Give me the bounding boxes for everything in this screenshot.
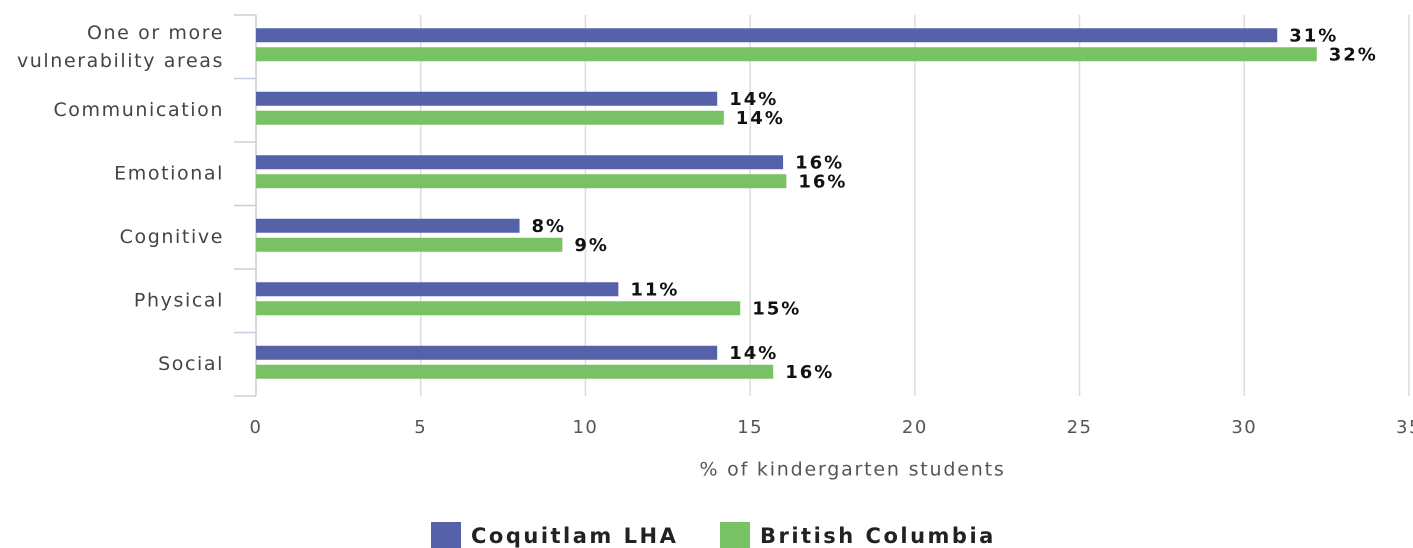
x-tick-label: 5 [414, 417, 427, 438]
bar [256, 91, 718, 106]
bar [256, 345, 718, 360]
bar [256, 301, 741, 316]
legend-swatch [431, 522, 461, 548]
value-label: 11% [630, 279, 679, 300]
x-tick-label: 0 [250, 417, 263, 438]
value-label: 14% [729, 343, 778, 364]
x-tick-label: 30 [1231, 417, 1257, 438]
x-tick-label: 35 [1396, 417, 1413, 438]
legend-swatch [720, 522, 750, 548]
value-label: 31% [1289, 25, 1338, 46]
bar [256, 110, 724, 125]
legend-label: British Columbia [760, 524, 996, 548]
bar [256, 364, 774, 379]
value-label: 32% [1329, 44, 1378, 65]
bar [256, 218, 520, 233]
value-label: 15% [752, 298, 801, 319]
bar [256, 28, 1278, 43]
legend-label: Coquitlam LHA [471, 524, 678, 548]
x-tick-label: 25 [1067, 417, 1093, 438]
x-axis-title: % of kindergarten students [699, 459, 1005, 481]
value-label: 8% [532, 216, 567, 237]
y-tick-label: Physical [134, 289, 224, 311]
value-label: 16% [785, 362, 834, 383]
bar [256, 155, 784, 170]
value-label: 16% [795, 152, 844, 173]
x-tick-label: 20 [902, 417, 928, 438]
value-label: 16% [798, 171, 847, 192]
y-tick-label: Emotional [114, 162, 224, 184]
y-tick-label: Cognitive [120, 226, 224, 248]
x-tick-label: 15 [737, 417, 763, 438]
x-tick-label: 10 [572, 417, 598, 438]
value-label: 14% [736, 108, 785, 129]
bar [256, 237, 563, 252]
value-label: 9% [574, 235, 609, 256]
bar [256, 282, 619, 297]
bar [256, 47, 1317, 62]
y-tick-label: One or more vulnerability areas [17, 21, 224, 71]
y-tick-label: Communication [53, 99, 224, 121]
value-label: 14% [729, 89, 778, 110]
y-tick-label: Social [158, 353, 224, 375]
bar [256, 174, 787, 189]
